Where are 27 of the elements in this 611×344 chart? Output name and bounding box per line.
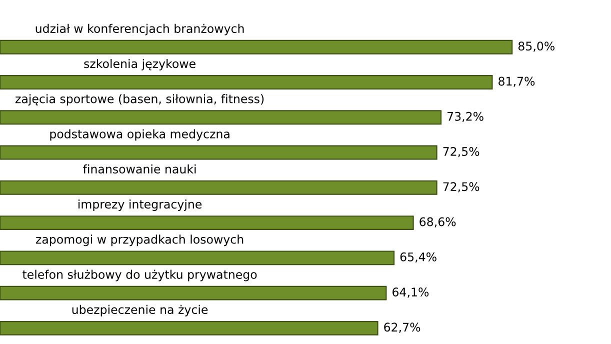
data-label: 64,1% [392,288,429,298]
y-tick-label: podstawowa opieka medyczna [50,129,230,141]
data-label: 72,5% [443,147,480,158]
y-tick-label: finansowanie nauki [83,164,196,174]
y-tick-label: szkolenia językowe [84,58,196,70]
bar [0,110,442,125]
bar [0,286,387,300]
bar [0,320,378,336]
bar [0,40,513,54]
data-label: 65,4% [400,252,436,263]
bar [0,145,438,160]
y-tick-label: imprezy integracyjne [78,200,202,211]
data-label: 62,7% [384,322,420,333]
bar [0,180,438,195]
bar [0,75,493,90]
data-label: 85,0% [518,42,554,52]
data-label: 73,2% [448,112,484,122]
data-label: 68,6% [420,217,456,228]
data-label: 81,7% [498,76,535,87]
y-tick-label: ubezpieczenie na życie [72,304,208,316]
bar [0,250,395,266]
bar [0,216,414,230]
y-tick-label: zajęcia sportowe (basen, siłownia, fitness) [16,94,264,106]
y-tick-label: udział w konferencjach branżowych [36,24,244,36]
y-tick-label: zapomogi w przypadkach losowych [36,234,244,246]
data-label: 72,5% [443,182,480,192]
y-tick-label: telefon służbowy do użytku prywatnego [22,270,257,282]
